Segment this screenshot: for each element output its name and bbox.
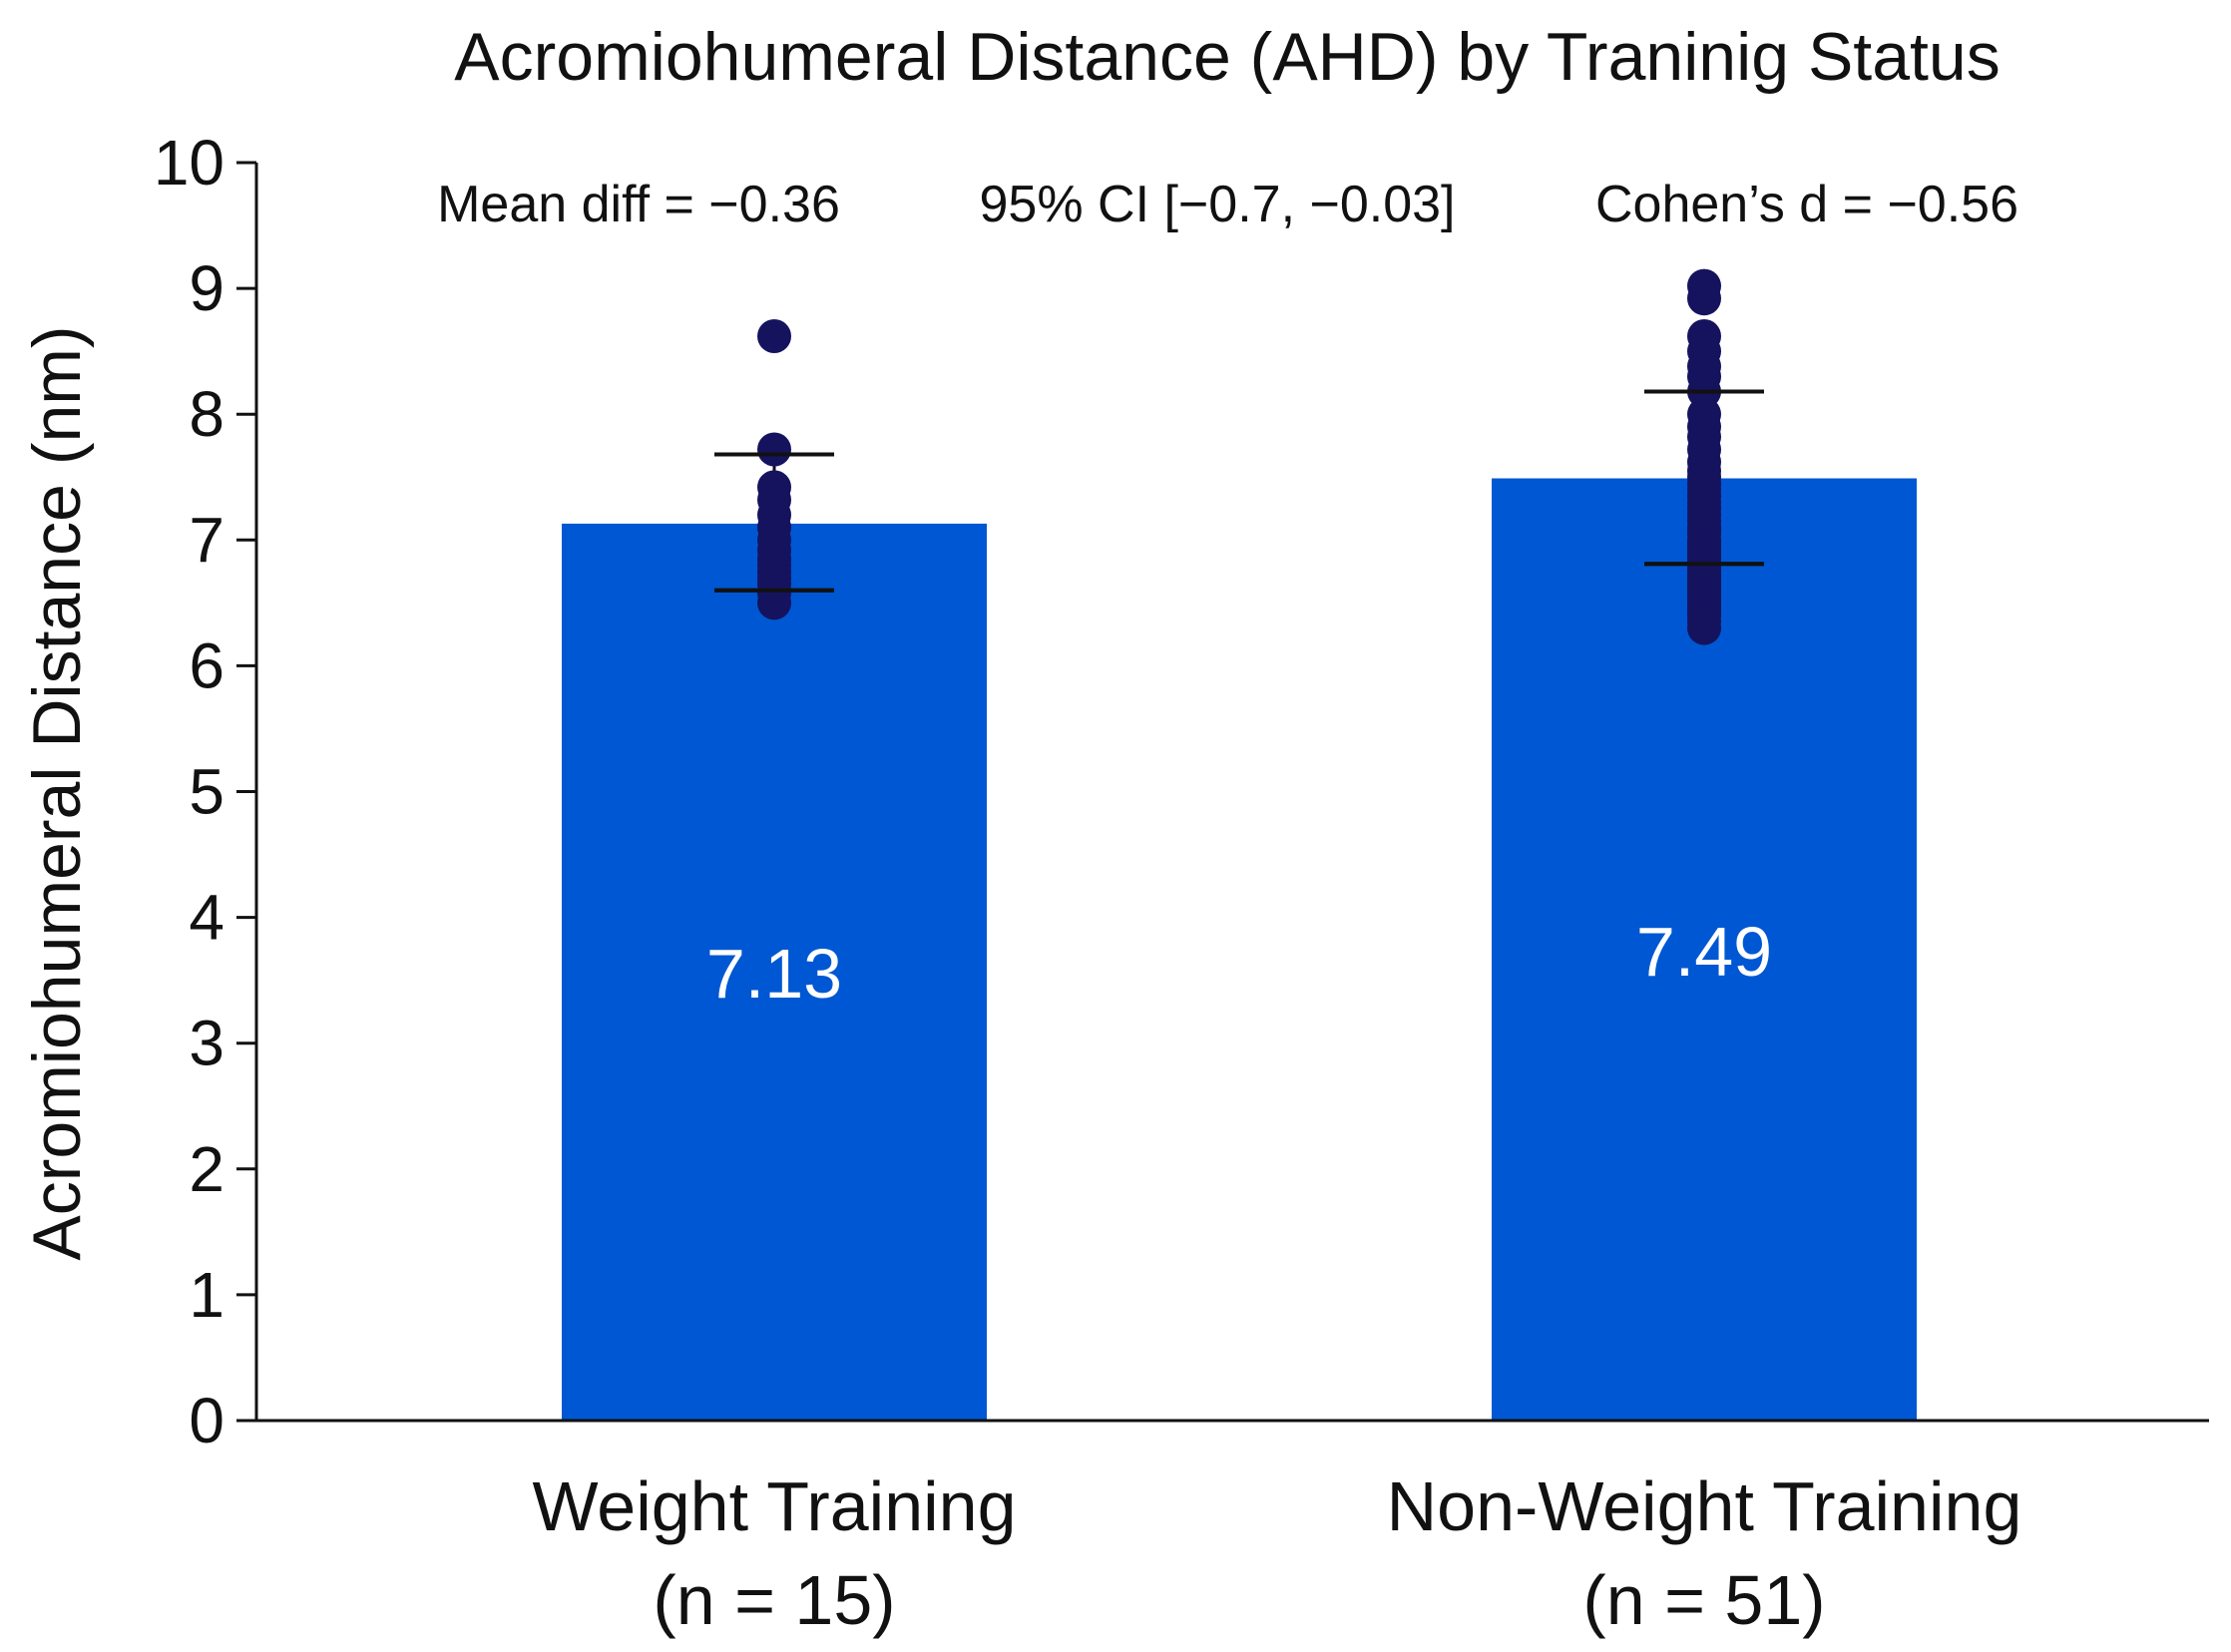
data-point-1-2 <box>757 432 791 467</box>
x-category-label-1: Weight Training <box>532 1467 1016 1545</box>
bar-1 <box>562 523 987 1421</box>
x-category-n-label-1: (n = 15) <box>653 1561 895 1639</box>
data-point-1-1 <box>757 319 791 354</box>
points-layer <box>714 268 1764 645</box>
chart-title: Acromiohumeral Distance (AHD) by Tranini… <box>454 19 2000 95</box>
y-tick-label-2: 2 <box>189 1133 224 1205</box>
bar-value-label-1: 7.13 <box>706 935 842 1013</box>
x-axis: Weight Training (n = 15) Non-Weight Traini… <box>236 1419 2209 1639</box>
y-tick-label-0: 0 <box>189 1385 224 1456</box>
y-axis-label: Acromiohumeral Distance (nm) <box>19 325 95 1260</box>
y-tick-label-3: 3 <box>189 1008 224 1079</box>
y-tick-label-9: 9 <box>189 252 224 324</box>
stat-annotation-3: Cohen’s d = −0.56 <box>1595 176 2018 233</box>
stat-annotation-1: Mean diff = −0.36 <box>437 176 840 233</box>
data-point-2-51 <box>1687 611 1721 645</box>
x-category-label-2: Non-Weight Training <box>1387 1467 2022 1545</box>
y-tick-label-1: 1 <box>189 1259 224 1331</box>
stat-annotation-2: 95% CI [−0.7, −0.03] <box>980 176 1456 233</box>
y-tick-label-10: 10 <box>154 127 224 199</box>
stats-annotations: Mean diff = −0.36 95% CI [−0.7, −0.03] Coh… <box>437 176 2018 233</box>
y-tick-label-5: 5 <box>189 756 224 828</box>
y-tick-label-7: 7 <box>189 504 224 576</box>
y-axis: 0 1 2 3 4 5 6 7 8 9 10 <box>154 127 258 1456</box>
y-tick-label-8: 8 <box>189 378 224 450</box>
x-category-n-label-2: (n = 51) <box>1582 1561 1825 1639</box>
y-tick-label-6: 6 <box>189 629 224 701</box>
bar-value-label-2: 7.49 <box>1636 913 1772 991</box>
bar-value-labels: 7.13 7.49 <box>706 913 1772 1013</box>
y-tick-label-4: 4 <box>189 882 224 954</box>
data-point-2-2 <box>1687 281 1721 316</box>
data-point-1-15 <box>757 586 791 620</box>
